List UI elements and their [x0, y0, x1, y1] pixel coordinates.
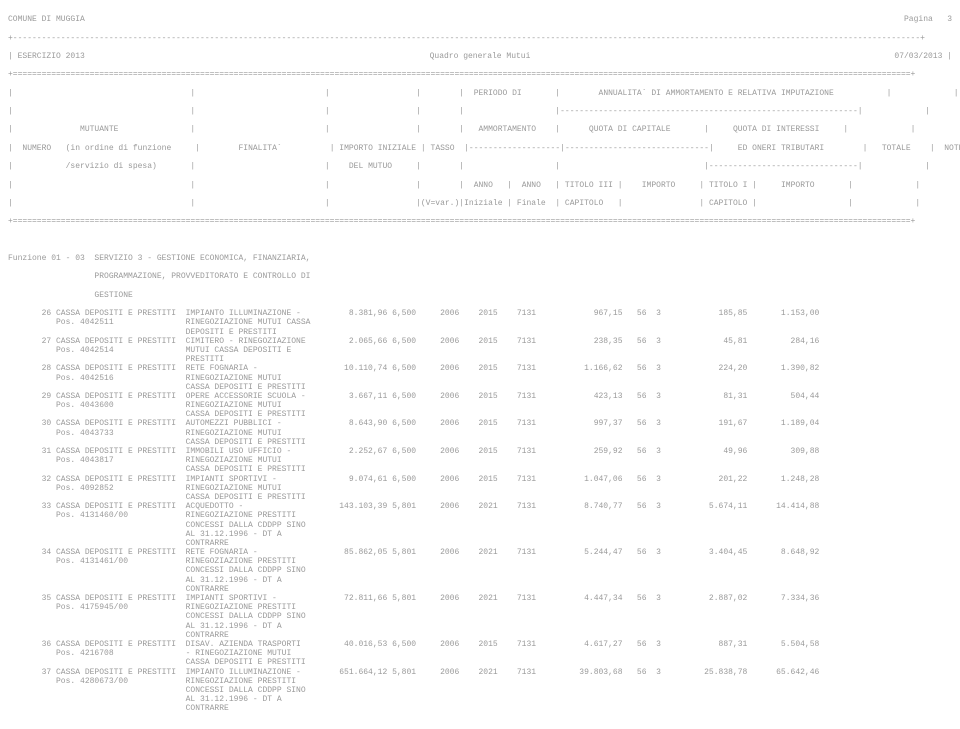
- header-line-2: | ESERCIZIO 2013 Quadro generale Mutui 07/…: [8, 52, 952, 61]
- colhead-row: | | | | | ANNO | ANNO | TITOLO III | IMP…: [8, 181, 952, 190]
- rule: +=======================================…: [8, 217, 952, 226]
- colhead-row: | NUMERO (in ordine di funzione | FINALI…: [8, 144, 952, 153]
- header-left: COMUNE DI MUGGIA: [8, 15, 85, 24]
- report-title: Quadro generale Mutui: [430, 52, 531, 61]
- colhead-row: | | | | | |-----------------------------…: [8, 107, 952, 116]
- header-right: Pagina 3: [904, 15, 952, 24]
- rows-container: 26 CASSA DEPOSITI E PRESTITI IMPIANTO IL…: [8, 309, 952, 713]
- rule: +---------------------------------------…: [8, 34, 952, 43]
- colhead-row: | | | |(V=var.)|Iniziale | Finale | CAPI…: [8, 199, 952, 208]
- header-line-1: COMUNE DI MUGGIA Pagina 3: [8, 15, 952, 24]
- colhead-row: | MUTUANTE | | | | AMMORTAMENTO | QUOTA …: [8, 125, 952, 134]
- section-sub: GESTIONE: [8, 291, 952, 300]
- colhead-row: | | | | | PERIODO DI | ANNUALITA` DI AMM…: [8, 89, 952, 98]
- report-page: COMUNE DI MUGGIA Pagina 3 +--------------…: [0, 0, 960, 729]
- colhead-row: | /servizio di spesa) | | DEL MUTUO | | …: [8, 162, 952, 171]
- header-left-2: | ESERCIZIO 2013: [8, 52, 85, 61]
- rule: +=======================================…: [8, 70, 952, 79]
- section-title: Funzione 01 - 03 SERVIZIO 3 - GESTIONE E…: [8, 254, 952, 263]
- blank: [8, 236, 952, 245]
- section-sub: PROGRAMMAZIONE, PROVVEDITORATO E CONTROL…: [8, 272, 952, 281]
- header-right-2: 07/03/2013 |: [894, 52, 952, 61]
